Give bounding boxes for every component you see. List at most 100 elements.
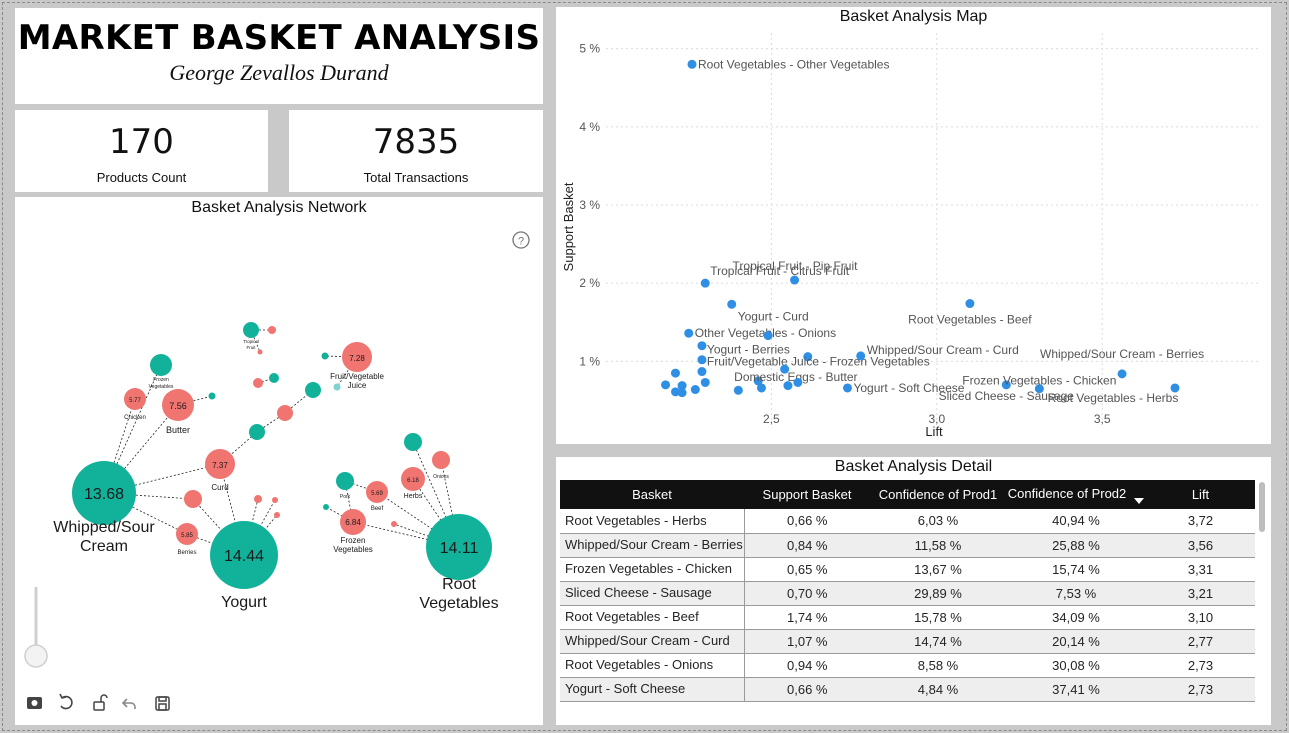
- table-row[interactable]: Sliced Cheese - Sausage 0,70 % 29,89 % 7,53…: [560, 581, 1255, 606]
- col-confidence-prod2-label: Confidence of Prod2: [1007, 485, 1127, 501]
- scatter-point[interactable]: [677, 381, 687, 391]
- scatter-point[interactable]: [842, 383, 852, 393]
- table-row[interactable]: Root Vegetables - Onions 0,94 % 8,58 % 30,0…: [560, 653, 1255, 678]
- col-confidence-prod2[interactable]: Confidence of Prod2: [1006, 480, 1146, 509]
- table-cell: 20,14 %: [1006, 629, 1146, 654]
- network-visual[interactable]: Basket Analysis Network ?: [15, 197, 543, 725]
- total-transactions-card[interactable]: 7835 Total Transactions: [289, 110, 543, 192]
- scatter-point[interactable]: [763, 331, 773, 341]
- table-cell: 8,58 %: [870, 653, 1006, 678]
- table-cell: 37,41 %: [1006, 677, 1146, 702]
- svg-text:?: ?: [518, 236, 524, 248]
- table-row[interactable]: Frozen Vegetables - Chicken 0,65 % 13,67 %…: [560, 557, 1255, 582]
- table-cell: 0,84 %: [744, 533, 870, 558]
- node-butter[interactable]: 7.56 Butter: [162, 389, 194, 435]
- scatter-point[interactable]: [733, 385, 743, 395]
- scatter-point-label: Root Vegetables - Other Vegetables: [698, 57, 889, 71]
- scatter-point[interactable]: [1034, 384, 1044, 394]
- svg-text:14.11: 14.11: [440, 540, 479, 557]
- scatter-point[interactable]: [790, 275, 800, 285]
- network-minor-nodes: [184, 326, 422, 527]
- node-onions[interactable]: Onions: [432, 451, 450, 480]
- col-support-basket[interactable]: Support Basket: [744, 480, 870, 509]
- products-count-card[interactable]: 170 Products Count: [15, 110, 268, 192]
- svg-text:Onions: Onions: [433, 474, 449, 480]
- node-frozen-vegetables[interactable]: 6.84 Frozen Vegetables: [333, 509, 373, 554]
- scatter-point[interactable]: [697, 355, 707, 365]
- table-row[interactable]: Root Vegetables - Herbs 0,66 % 6,03 % 40,94…: [560, 509, 1255, 534]
- scatter-point[interactable]: [697, 367, 707, 377]
- basket-analysis-map[interactable]: Basket Analysis Map 2,5 3,0 3,5 1 % 2 % 3 % 4 …: [556, 7, 1271, 444]
- scatter-point[interactable]: [780, 364, 790, 374]
- undo-icon[interactable]: [121, 698, 136, 709]
- node-yogurt[interactable]: 14.44 Yogurt: [210, 521, 278, 611]
- col-confidence-prod1[interactable]: Confidence of Prod1: [870, 480, 1006, 509]
- title-card: MARKET BASKET ANALYSIS George Zevallos D…: [15, 8, 543, 104]
- node-pork[interactable]: Pork: [336, 472, 354, 500]
- scatter-point[interactable]: [661, 380, 671, 390]
- scatter-point[interactable]: [856, 351, 866, 361]
- node-berries[interactable]: 5.85 Berries: [176, 523, 198, 556]
- scatter-point[interactable]: [793, 377, 803, 387]
- scatter-point[interactable]: [690, 385, 700, 395]
- svg-text:Fruit/Vegetable: Fruit/Vegetable: [330, 372, 384, 381]
- scatter-point[interactable]: [670, 387, 680, 397]
- table-row[interactable]: Whipped/Sour Cream - Curd 1,07 % 14,74 % 20…: [560, 629, 1255, 654]
- network-graph[interactable]: ?: [15, 197, 543, 725]
- table-row[interactable]: Yogurt - Soft Cheese 0,66 % 4,84 % 37,41 % 2…: [560, 677, 1255, 702]
- table-cell: Frozen Vegetables - Chicken: [560, 557, 745, 582]
- scatter-chart[interactable]: 2,5 3,0 3,5 1 % 2 % 3 % 4 % 5 % Root Vegetables…: [556, 7, 1271, 444]
- refresh-icon[interactable]: [59, 693, 73, 710]
- table-cell: 2,73: [1146, 677, 1255, 702]
- scatter-point[interactable]: [670, 368, 680, 378]
- y-tick-label: 4 %: [579, 120, 600, 134]
- svg-text:Herbs: Herbs: [404, 493, 423, 500]
- svg-text:6.84: 6.84: [345, 518, 361, 527]
- scatter-point[interactable]: [700, 278, 710, 288]
- scatter-point[interactable]: [684, 328, 694, 338]
- scatter-point[interactable]: [1001, 380, 1011, 390]
- scatter-point[interactable]: [783, 381, 793, 391]
- node-chicken[interactable]: 5.77 Chicken: [124, 388, 146, 421]
- scatter-point[interactable]: [727, 299, 737, 309]
- node-tropical-fruit[interactable]: Tropical Fruit: [243, 322, 259, 350]
- table-row[interactable]: Whipped/Sour Cream - Berries 0,84 % 11,58 …: [560, 533, 1255, 558]
- x-tick-label: 2,5: [763, 412, 780, 426]
- node-frozen-small[interactable]: Frozen Vegetables: [149, 354, 174, 390]
- node-curd[interactable]: 7.37 Curd: [205, 449, 235, 492]
- zoom-slider[interactable]: [24, 587, 48, 668]
- scatter-point[interactable]: [687, 59, 697, 69]
- unlock-icon[interactable]: [93, 694, 108, 711]
- detail-table-wrap[interactable]: Basket Support Basket Confidence of Prod…: [560, 480, 1255, 725]
- scatter-point[interactable]: [1117, 369, 1127, 379]
- save-icon[interactable]: [155, 696, 170, 711]
- node-root-vegetables[interactable]: 14.11 Root Vegetables: [419, 514, 499, 612]
- node-whipped-sour-cream[interactable]: 13.68 Whipped/Sour Cream: [53, 461, 155, 555]
- table-cell: 0,65 %: [744, 557, 870, 582]
- scatter-point[interactable]: [965, 299, 975, 309]
- image-icon[interactable]: [27, 697, 42, 709]
- col-basket[interactable]: Basket: [560, 480, 744, 509]
- scatter-point[interactable]: [756, 383, 766, 393]
- table-cell: 15,78 %: [870, 605, 1006, 630]
- node-juice[interactable]: 7.28 Fruit/Vegetable Juice: [330, 342, 384, 390]
- node-herbs[interactable]: 6.18 Herbs: [401, 467, 425, 500]
- table-row[interactable]: Root Vegetables - Beef 1,74 % 15,78 % 34,09…: [560, 605, 1255, 630]
- author-name: George Zevallos Durand: [169, 60, 389, 85]
- scatter-point[interactable]: [677, 388, 687, 398]
- x-tick-label: 3,0: [928, 412, 945, 426]
- col-lift[interactable]: Lift: [1146, 480, 1255, 509]
- detail-table: Basket Support Basket Confidence of Prod…: [560, 480, 1255, 702]
- scatter-point[interactable]: [700, 377, 710, 387]
- svg-text:Frozen: Frozen: [341, 536, 366, 545]
- node-beef[interactable]: 5.69 Beef: [366, 481, 388, 512]
- scatter-point[interactable]: [697, 341, 707, 351]
- scatter-point[interactable]: [803, 352, 813, 362]
- scatter-point[interactable]: [753, 376, 763, 386]
- question-circle-icon[interactable]: ?: [512, 231, 530, 249]
- basket-analysis-detail[interactable]: Basket Analysis Detail Basket Support Ba…: [556, 457, 1271, 725]
- scatter-point-label: Tropical Fruit - Pip Fruit: [733, 259, 859, 273]
- scatter-point[interactable]: [1170, 383, 1180, 393]
- table-cell: 13,67 %: [870, 557, 1006, 582]
- table-scrollbar[interactable]: [1259, 482, 1265, 532]
